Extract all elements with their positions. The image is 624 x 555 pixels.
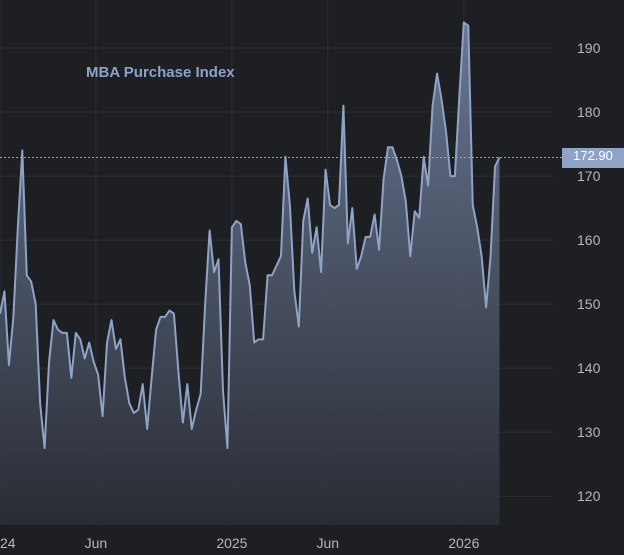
chart-title: MBA Purchase Index: [86, 64, 235, 81]
y-tick-label: 130: [577, 424, 601, 440]
last-value-badge: 172.90: [562, 147, 624, 168]
series-line: [0, 21, 501, 450]
y-tick-label: 170: [577, 168, 601, 184]
y-tick-label: 180: [577, 104, 601, 120]
series-area: [0, 22, 500, 525]
y-tick-label: 160: [577, 232, 601, 248]
y-tick-label: 120: [577, 488, 601, 504]
y-tick-label: 140: [577, 360, 601, 376]
y-tick-label: 150: [577, 296, 601, 312]
x-tick-label: 2026: [448, 535, 479, 551]
x-tick-label: Jun: [85, 535, 108, 551]
x-tick-label: 2025: [216, 535, 247, 551]
y-tick-label: 190: [577, 40, 601, 56]
x-tick-label: Jun: [316, 535, 339, 551]
